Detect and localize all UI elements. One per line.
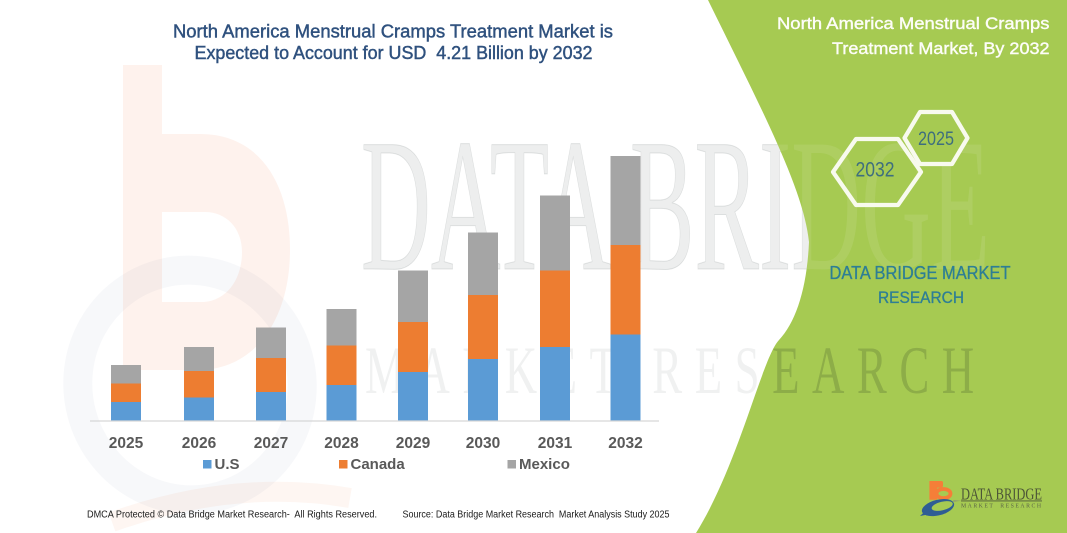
svg-text:RESEARCH: RESEARCH: [878, 289, 964, 307]
svg-text:2032: 2032: [856, 159, 895, 182]
svg-text:North America Menstrual Cramps: North America Menstrual Cramps: [777, 14, 1050, 33]
svg-text:2029: 2029: [396, 435, 431, 452]
svg-text:2025: 2025: [109, 435, 144, 452]
svg-text:2032: 2032: [608, 435, 642, 452]
svg-text:North America Menstrual Cramps: North America Menstrual Cramps Treatment…: [173, 21, 613, 42]
svg-text:2025: 2025: [918, 128, 954, 150]
svg-text:2027: 2027: [254, 435, 288, 452]
svg-text:Canada: Canada: [351, 456, 406, 473]
svg-text:DATA BRIDGE MARKET: DATA BRIDGE MARKET: [830, 263, 1011, 283]
svg-text:2026: 2026: [182, 435, 217, 452]
svg-text:DATA BRIDGE: DATA BRIDGE: [961, 485, 1042, 504]
svg-text:Mexico: Mexico: [519, 456, 570, 473]
svg-text:2028: 2028: [324, 435, 359, 452]
svg-text:Source: Data Bridge Market Res: Source: Data Bridge Market Research Mark…: [403, 510, 670, 521]
svg-text:Expected to Account for USD 4: Expected to Account for USD 4.21 Billion…: [195, 43, 593, 63]
svg-text:2030: 2030: [466, 435, 500, 452]
svg-text:2031: 2031: [538, 435, 573, 452]
svg-text:DMCA Protected © Data Bridge M: DMCA Protected © Data Bridge Market Rese…: [87, 510, 377, 521]
svg-text:MARKET RESEARCH: MARKET RESEARCH: [961, 503, 1042, 509]
svg-text:U.S: U.S: [215, 456, 240, 473]
svg-text:Treatment Market, By 2032: Treatment Market, By 2032: [832, 39, 1050, 58]
